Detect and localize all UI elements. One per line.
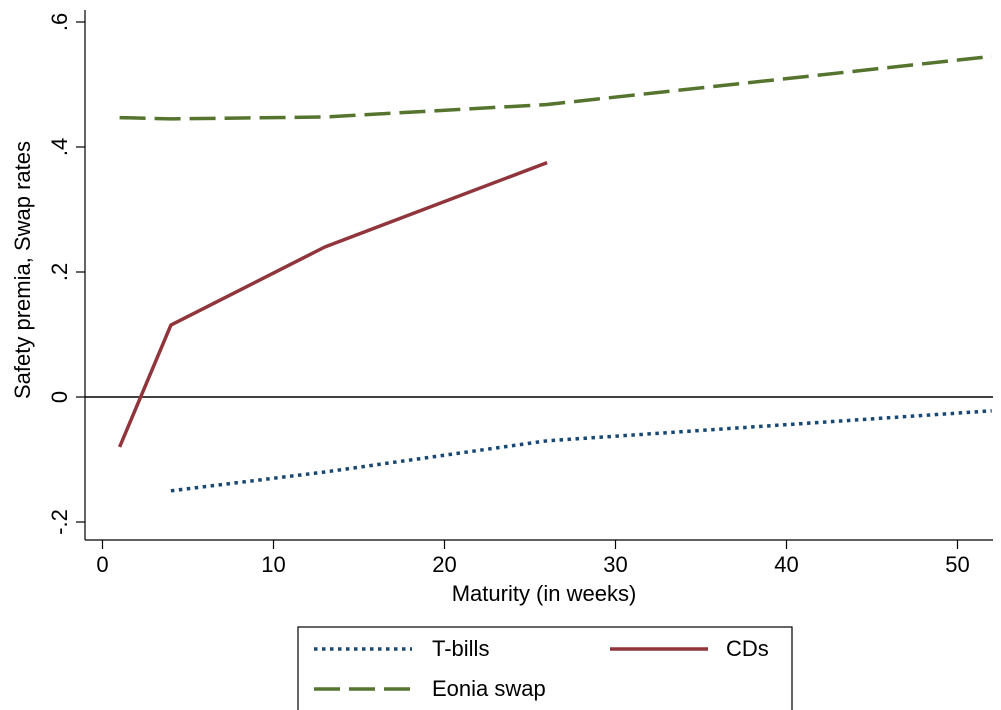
y-tick-label: .2 bbox=[47, 263, 72, 281]
x-tick-label: 30 bbox=[603, 552, 627, 577]
plot-area: -.2 0 .2 .4 .6 0 10 20 30 40 50 bbox=[47, 10, 993, 577]
legend-label-t-bills: T-bills bbox=[432, 636, 489, 661]
y-tick-label: .6 bbox=[47, 13, 72, 31]
x-axis-title: Maturity (in weeks) bbox=[452, 581, 637, 606]
y-tick-label: 0 bbox=[47, 391, 72, 403]
x-tick-label: 40 bbox=[774, 552, 798, 577]
series-line-eonia-swap bbox=[119, 54, 992, 121]
x-tick-label: 50 bbox=[945, 552, 969, 577]
series-line-cds bbox=[117, 160, 548, 448]
series-line-t-bills bbox=[170, 409, 992, 493]
x-tick-label: 10 bbox=[261, 552, 285, 577]
x-tick-label: 20 bbox=[432, 552, 456, 577]
y-axis-title: Safety premia, Swap rates bbox=[10, 141, 35, 399]
legend-label-cds: CDs bbox=[726, 636, 769, 661]
y-tick-label: .4 bbox=[47, 138, 72, 156]
legend: T-bills CDs Eonia swap bbox=[297, 626, 793, 710]
x-tick-label: 0 bbox=[96, 552, 108, 577]
legend-label-eonia-swap: Eonia swap bbox=[432, 676, 546, 701]
y-tick-label: -.2 bbox=[47, 509, 72, 535]
legend-box bbox=[297, 626, 793, 710]
